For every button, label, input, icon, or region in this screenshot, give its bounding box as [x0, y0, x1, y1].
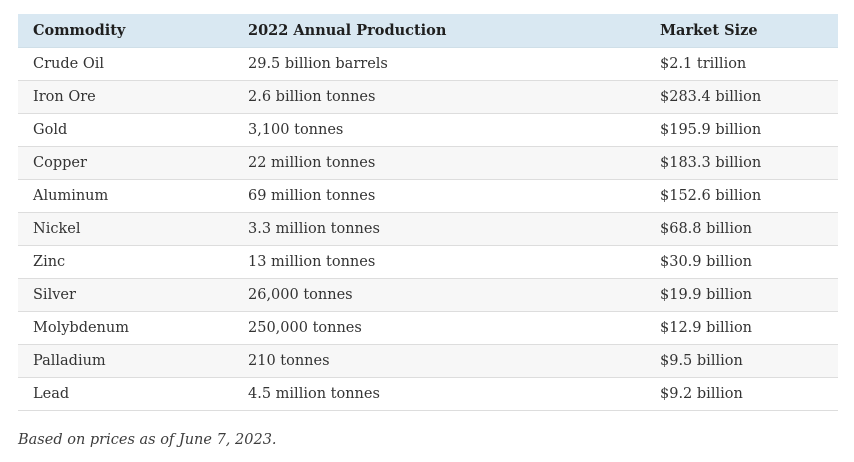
- table-row: Silver 26,000 tonnes $19.9 billion: [18, 278, 838, 312]
- cell-market-size: $12.9 billion: [645, 311, 838, 345]
- table-row: Iron Ore 2.6 billion tonnes $283.4 billi…: [18, 80, 838, 114]
- table-row: Copper 22 million tonnes $183.3 billion: [18, 146, 838, 180]
- column-header-production: 2022 Annual Production: [233, 14, 645, 48]
- cell-commodity: Iron Ore: [18, 80, 233, 114]
- cell-production: 4.5 million tonnes: [233, 377, 645, 411]
- cell-production: 26,000 tonnes: [233, 278, 645, 312]
- cell-market-size: $183.3 billion: [645, 146, 838, 180]
- cell-production: 2.6 billion tonnes: [233, 80, 645, 114]
- table-header: Commodity 2022 Annual Production Market …: [18, 14, 838, 48]
- cell-commodity: Gold: [18, 113, 233, 147]
- cell-production: 13 million tonnes: [233, 245, 645, 279]
- cell-production: 250,000 tonnes: [233, 311, 645, 345]
- footnote: Based on prices as of June 7, 2023.: [18, 432, 277, 448]
- cell-market-size: $9.2 billion: [645, 377, 838, 411]
- cell-production: 69 million tonnes: [233, 179, 645, 213]
- cell-production: 210 tonnes: [233, 344, 645, 378]
- header-row: Commodity 2022 Annual Production Market …: [18, 14, 838, 48]
- cell-commodity: Zinc: [18, 245, 233, 279]
- commodity-table: Commodity 2022 Annual Production Market …: [18, 14, 838, 411]
- cell-market-size: $19.9 billion: [645, 278, 838, 312]
- cell-commodity: Aluminum: [18, 179, 233, 213]
- cell-commodity: Nickel: [18, 212, 233, 246]
- cell-commodity: Copper: [18, 146, 233, 180]
- table-body: Crude Oil 29.5 billion barrels $2.1 tril…: [18, 47, 838, 411]
- cell-production: 29.5 billion barrels: [233, 47, 645, 81]
- table-row: Palladium 210 tonnes $9.5 billion: [18, 344, 838, 378]
- cell-commodity: Silver: [18, 278, 233, 312]
- table-row: Gold 3,100 tonnes $195.9 billion: [18, 113, 838, 147]
- cell-production: 3.3 million tonnes: [233, 212, 645, 246]
- cell-commodity: Molybdenum: [18, 311, 233, 345]
- table-row: Zinc 13 million tonnes $30.9 billion: [18, 245, 838, 279]
- column-header-market-size: Market Size: [645, 14, 838, 48]
- cell-market-size: $195.9 billion: [645, 113, 838, 147]
- cell-market-size: $68.8 billion: [645, 212, 838, 246]
- table-row: Molybdenum 250,000 tonnes $12.9 billion: [18, 311, 838, 345]
- cell-production: 22 million tonnes: [233, 146, 645, 180]
- cell-commodity: Crude Oil: [18, 47, 233, 81]
- cell-market-size: $283.4 billion: [645, 80, 838, 114]
- cell-market-size: $152.6 billion: [645, 179, 838, 213]
- table-row: Lead 4.5 million tonnes $9.2 billion: [18, 377, 838, 411]
- cell-commodity: Lead: [18, 377, 233, 411]
- cell-market-size: $9.5 billion: [645, 344, 838, 378]
- column-header-commodity: Commodity: [18, 14, 233, 48]
- cell-commodity: Palladium: [18, 344, 233, 378]
- cell-market-size: $2.1 trillion: [645, 47, 838, 81]
- cell-market-size: $30.9 billion: [645, 245, 838, 279]
- table-row: Aluminum 69 million tonnes $152.6 billio…: [18, 179, 838, 213]
- table-row: Nickel 3.3 million tonnes $68.8 billion: [18, 212, 838, 246]
- table-row: Crude Oil 29.5 billion barrels $2.1 tril…: [18, 47, 838, 81]
- cell-production: 3,100 tonnes: [233, 113, 645, 147]
